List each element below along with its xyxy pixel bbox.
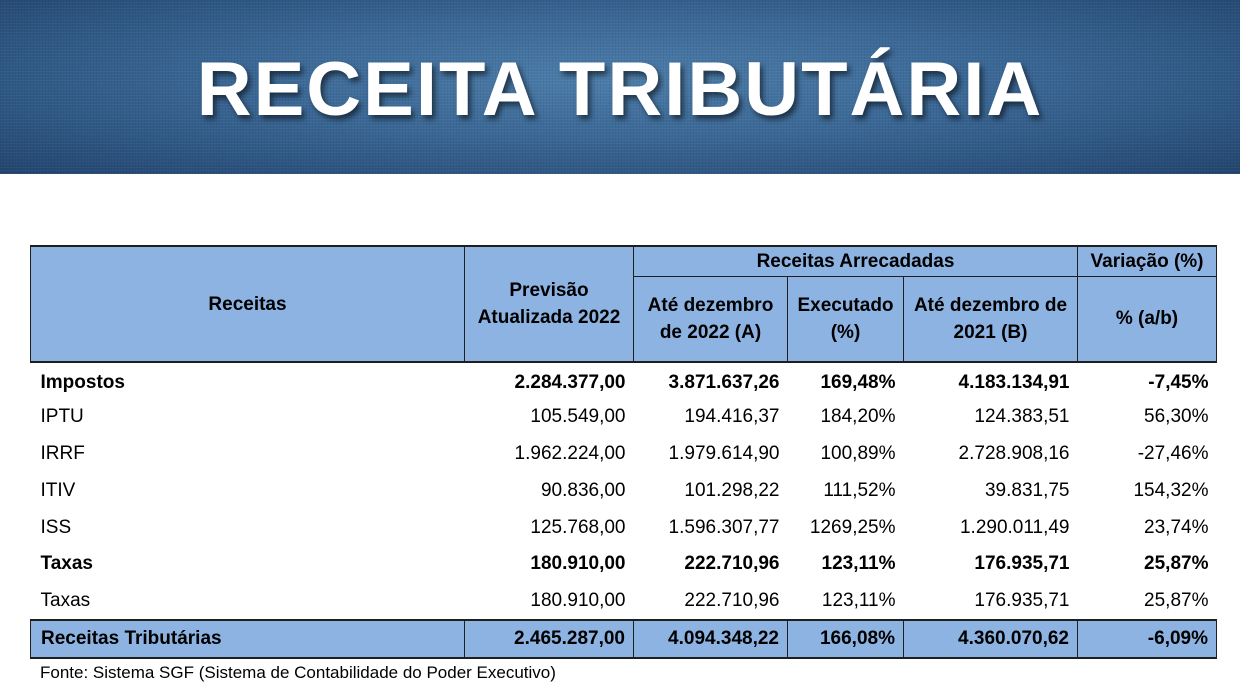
cell-ate-2022: 1.596.307,77 xyxy=(668,516,780,538)
table-row: Impostos 2.284.377,00 3.871.637,26 169,48% 4… xyxy=(31,362,1217,399)
table-row: ITIV 90.836,00 101.298,22 111,52% 39.831,75 1… xyxy=(31,472,1217,509)
total-variacao: -6,09% xyxy=(1077,618,1217,659)
cell-label: Taxas xyxy=(40,553,93,575)
cell-variacao: -7,45% xyxy=(1148,371,1209,393)
cell-ate-2021: 2.728.908,16 xyxy=(958,442,1070,464)
cell-previsao: 2.284.377,00 xyxy=(514,371,626,393)
cell-label: ITIV xyxy=(40,479,76,501)
cell-ate-2021: 1.290.011,49 xyxy=(959,516,1070,538)
cell-variacao: 25,87% xyxy=(1144,589,1209,611)
cell-executado: 111,52% xyxy=(823,479,896,501)
total-ate-2021: 4.360.070,62 xyxy=(903,618,1078,659)
revenue-table: Receitas Previsão Atualizada 2022 Receit… xyxy=(30,245,1217,659)
cell-ate-2021: 4.183.134,91 xyxy=(958,371,1070,393)
header-receitas: Receitas xyxy=(30,245,465,363)
total-previsao: 2.465.287,00 xyxy=(464,618,634,659)
title-banner: RECEITA TRIBUTÁRIA xyxy=(0,0,1240,174)
cell-executado: 184,20% xyxy=(820,406,896,428)
header-variacao: Variação (%) xyxy=(1077,245,1217,277)
cell-variacao: 25,87% xyxy=(1144,553,1209,575)
table-row: IPTU 105.549,00 194.416,37 184,20% 124.383,5… xyxy=(31,399,1217,436)
cell-variacao: 154,32% xyxy=(1133,479,1209,501)
cell-executado: 169,48% xyxy=(820,371,896,393)
cell-ate-2022: 194.416,37 xyxy=(684,406,780,428)
cell-executado: 100,89% xyxy=(820,442,896,464)
cell-label: IRRF xyxy=(40,442,85,464)
header-previsao: Previsão Atualizada 2022 xyxy=(464,245,634,363)
cell-variacao: 23,74% xyxy=(1144,516,1209,538)
cell-label: ISS xyxy=(40,516,72,538)
header-executado: Executado (%) xyxy=(787,275,904,363)
table-row: Taxas 180.910,00 222.710,96 123,11% 176.935,… xyxy=(31,583,1217,620)
cell-ate-2022: 1.979.614,90 xyxy=(668,442,780,464)
cell-executado: 1269,25% xyxy=(809,516,896,538)
cell-executado: 123,11% xyxy=(821,553,896,575)
total-row: Receitas Tributárias 2.465.287,00 4.094.… xyxy=(30,618,1217,659)
cell-label: Impostos xyxy=(40,371,125,393)
cell-previsao: 105.549,00 xyxy=(530,406,626,428)
cell-ate-2022: 3.871.637,26 xyxy=(668,371,780,393)
cell-previsao: 1.962.224,00 xyxy=(514,442,626,464)
cell-ate-2022: 222.710,96 xyxy=(684,553,780,575)
cell-executado: 123,11% xyxy=(821,589,896,611)
cell-previsao: 90.836,00 xyxy=(540,479,626,501)
source-note: Fonte: Sistema SGF (Sistema de Contabili… xyxy=(40,663,556,682)
total-ate-2022: 4.094.348,22 xyxy=(633,618,788,659)
cell-previsao: 125.768,00 xyxy=(530,516,626,538)
cell-ate-2021: 124.383,51 xyxy=(974,406,1070,428)
cell-ate-2021: 39.831,75 xyxy=(984,479,1070,501)
cell-previsao: 180.910,00 xyxy=(530,589,626,611)
cell-variacao: -27,46% xyxy=(1137,442,1209,464)
header-pct-ab: % (a/b) xyxy=(1077,275,1217,363)
cell-ate-2021: 176.935,71 xyxy=(974,589,1070,611)
page-title: RECEITA TRIBUTÁRIA xyxy=(196,46,1044,132)
total-executado: 166,08% xyxy=(787,618,904,659)
table-body: Impostos 2.284.377,00 3.871.637,26 169,48% 4… xyxy=(31,362,1217,620)
table-row: Taxas 180.910,00 222.710,96 123,11% 176.935,… xyxy=(31,546,1217,583)
cell-variacao: 56,30% xyxy=(1144,406,1209,428)
table-row: IRRF 1.962.224,00 1.979.614,90 100,89% 2.728… xyxy=(31,436,1217,473)
table-row: ISS 125.768,00 1.596.307,77 1269,25% 1.290.0… xyxy=(31,509,1217,546)
cell-ate-2022: 101.298,22 xyxy=(684,479,780,501)
header-ate-dezembro-2022: Até dezembro de 2022 (A) xyxy=(633,275,788,363)
cell-ate-2022: 222.710,96 xyxy=(684,589,780,611)
cell-previsao: 180.910,00 xyxy=(530,553,626,575)
header-receitas-arrecadadas: Receitas Arrecadadas xyxy=(633,245,1078,277)
cell-ate-2021: 176.935,71 xyxy=(974,553,1070,575)
header-ate-dezembro-2021: Até dezembro de 2021 (B) xyxy=(903,275,1078,363)
cell-label: IPTU xyxy=(40,406,84,428)
cell-label: Taxas xyxy=(40,589,91,611)
total-label: Receitas Tributárias xyxy=(30,618,465,659)
